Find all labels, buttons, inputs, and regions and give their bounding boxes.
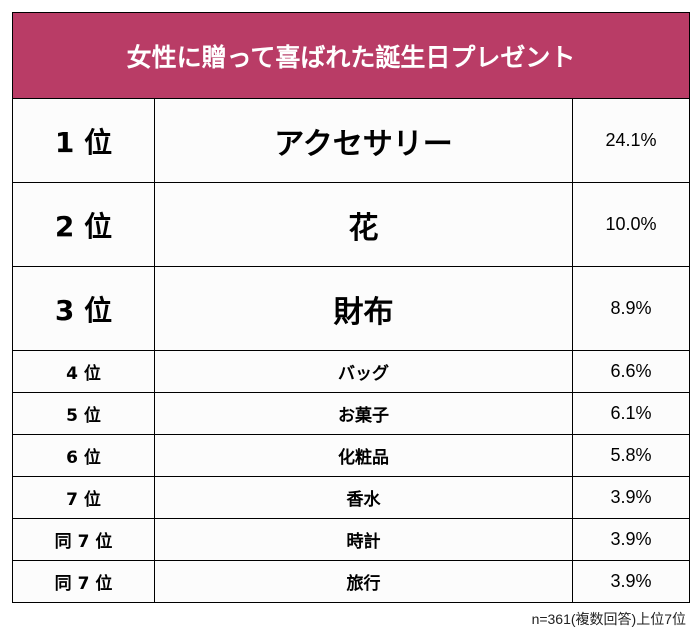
percent-cell: 3.9% [610,487,652,507]
rank-cell: 7 位 [13,477,155,518]
table-row: 6 位化粧品 5.8% [13,435,689,477]
item-cell: 化粧品 [155,435,573,476]
item-cell: バッグ [155,351,573,392]
table-row: 同 7 位旅行 3.9% [13,561,689,602]
table-row: 同 7 位時計 3.9% [13,519,689,561]
table-row: 2 位花 10.0% [13,183,689,267]
percent-cell: 6.6% [610,361,652,381]
item-cell: お菓子 [155,393,573,434]
footnote: n=361(複数回答)上位7位 [531,611,686,627]
table-row: 1 位アクセサリー 24.1% [13,99,689,183]
rank-cell: 同 7 位 [13,561,155,602]
table-body: 1 位アクセサリー 24.1% 2 位花 10.0% 3 位財布 8.9% 4 位バッグ 6.… [13,99,689,602]
table-row: 4 位バッグ 6.6% [13,351,689,393]
item-cell: 花 [155,183,573,266]
percent-cell: 10.0% [605,214,657,234]
item-cell: 時計 [155,519,573,560]
percent-cell: 24.1% [605,130,657,150]
rank-cell: 同 7 位 [13,519,155,560]
rank-cell: 2 位 [13,183,155,266]
rank-cell: 3 位 [13,267,155,350]
rank-cell: 4 位 [13,351,155,392]
percent-cell: 8.9% [610,298,652,318]
table-row: 7 位香水 3.9% [13,477,689,519]
percent-cell: 5.8% [610,445,652,465]
rank-cell: 6 位 [13,435,155,476]
item-cell: 香水 [155,477,573,518]
item-cell: アクセサリー [155,99,573,182]
item-cell: 財布 [155,267,573,350]
table-title: 女性に贈って喜ばれた誕生日プレゼント [13,13,689,99]
ranking-table: 女性に贈って喜ばれた誕生日プレゼント 1 位アクセサリー 24.1% 2 位花 10.… [12,12,690,603]
percent-cell: 3.9% [610,571,652,591]
item-cell: 旅行 [155,561,573,602]
rank-cell: 5 位 [13,393,155,434]
percent-cell: 3.9% [610,529,652,549]
rank-cell: 1 位 [13,99,155,182]
percent-cell: 6.1% [610,403,652,423]
table-row: 3 位財布 8.9% [13,267,689,351]
table-row: 5 位お菓子 6.1% [13,393,689,435]
